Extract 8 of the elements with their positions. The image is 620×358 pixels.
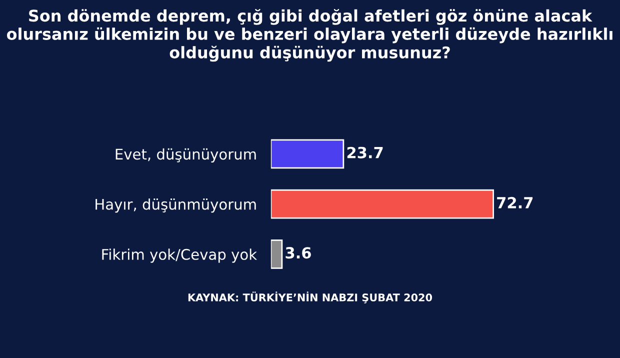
chart-title: Son dönemde deprem, çığ gibi doğal afetleri göz önüne alacak olursanız ülkemizin bu ve benzeri olaylara yeterli düzeyde hazırlıklı olduğunu düşünüyor musunuz? (6, 8, 612, 62)
y-tick-label: Hayır, düşünmüyorum (96, 198, 256, 213)
data-label: 23.7 (347, 146, 383, 158)
data-label: 72.7 (497, 196, 533, 208)
data-label: 3.6 (286, 247, 311, 259)
y-tick-label: Fikrim yok/Cevap yok (102, 248, 258, 263)
text: KAYNAK: TÜRKİYE’NİN NABZI ŞUBAT 2020 (188, 292, 432, 304)
y-tick-label: Evet, düşünüyorum (116, 148, 256, 163)
